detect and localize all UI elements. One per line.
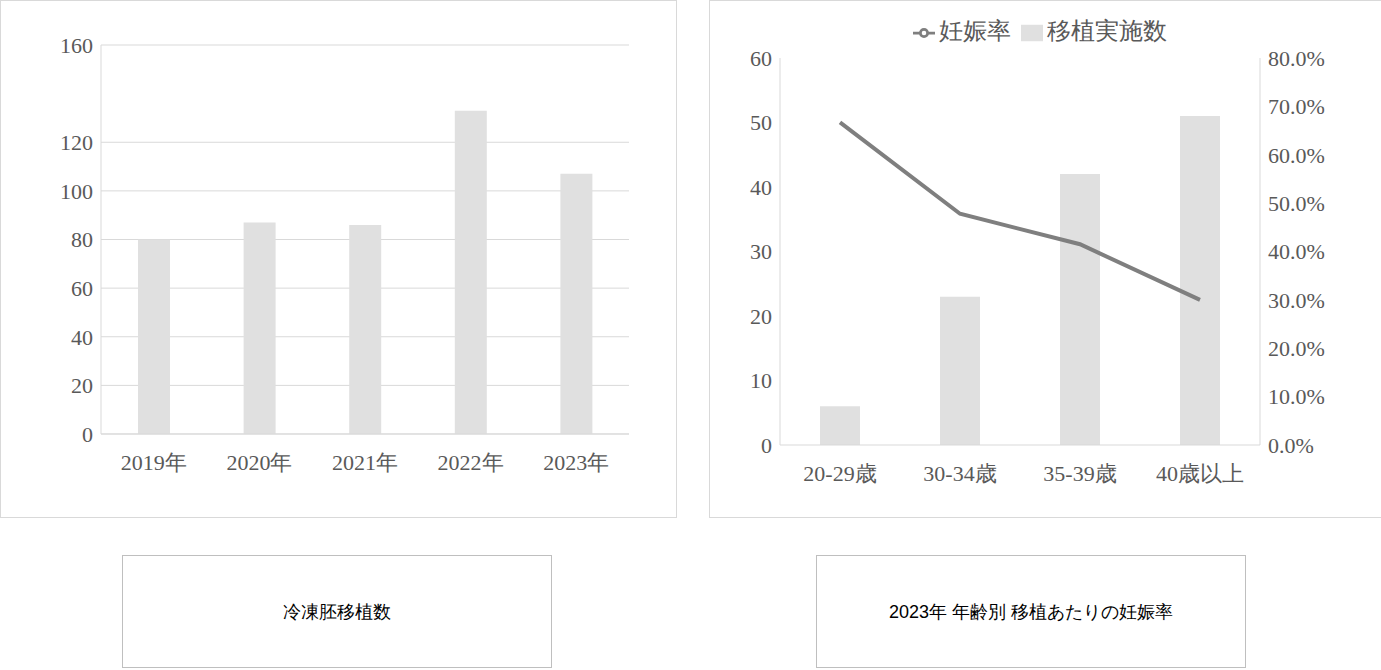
svg-text:10: 10 xyxy=(750,368,772,393)
svg-text:50.0%: 50.0% xyxy=(1268,191,1325,216)
svg-text:10.0%: 10.0% xyxy=(1268,384,1325,409)
svg-text:40: 40 xyxy=(71,325,93,350)
svg-text:30: 30 xyxy=(750,239,772,264)
svg-text:20-29歳: 20-29歳 xyxy=(803,461,876,486)
svg-text:2020年: 2020年 xyxy=(226,450,292,475)
svg-text:20.0%: 20.0% xyxy=(1268,336,1325,361)
svg-text:100: 100 xyxy=(60,179,93,204)
svg-text:50: 50 xyxy=(750,110,772,135)
svg-text:60: 60 xyxy=(71,276,93,301)
html-text:妊娠率: 妊娠率 xyxy=(939,18,1011,44)
svg-text:60: 60 xyxy=(750,46,772,71)
svg-text:60.0%: 60.0% xyxy=(1268,143,1325,168)
svg-text:2023年: 2023年 xyxy=(543,450,609,475)
svg-text:2022年: 2022年 xyxy=(438,450,504,475)
svg-text:35-39歳: 35-39歳 xyxy=(1043,461,1116,486)
html-text:2023年 年齢別 移植あたりの妊娠率: 2023年 年齢別 移植あたりの妊娠率 xyxy=(889,601,1173,622)
svg-text:30.0%: 30.0% xyxy=(1268,288,1325,313)
svg-text:120: 120 xyxy=(60,130,93,155)
svg-text:80.0%: 80.0% xyxy=(1268,46,1325,71)
svg-text:20: 20 xyxy=(750,304,772,329)
svg-text:0: 0 xyxy=(82,422,93,447)
svg-text:40.0%: 40.0% xyxy=(1268,239,1325,264)
svg-text:2021年: 2021年 xyxy=(332,450,398,475)
svg-text:70.0%: 70.0% xyxy=(1268,94,1325,119)
svg-text:30-34歳: 30-34歳 xyxy=(923,461,996,486)
svg-text:2019年: 2019年 xyxy=(121,450,187,475)
svg-text:40歳以上: 40歳以上 xyxy=(1156,461,1244,486)
svg-text:160: 160 xyxy=(60,33,93,58)
svg-text:20: 20 xyxy=(71,373,93,398)
svg-text:0: 0 xyxy=(761,433,772,458)
svg-text:80: 80 xyxy=(71,227,93,252)
svg-text:40: 40 xyxy=(750,175,772,200)
svg-text:0.0%: 0.0% xyxy=(1268,433,1314,458)
html-text:冷凍胚移植数: 冷凍胚移植数 xyxy=(283,601,391,622)
html-text:移植実施数: 移植実施数 xyxy=(1047,18,1167,44)
